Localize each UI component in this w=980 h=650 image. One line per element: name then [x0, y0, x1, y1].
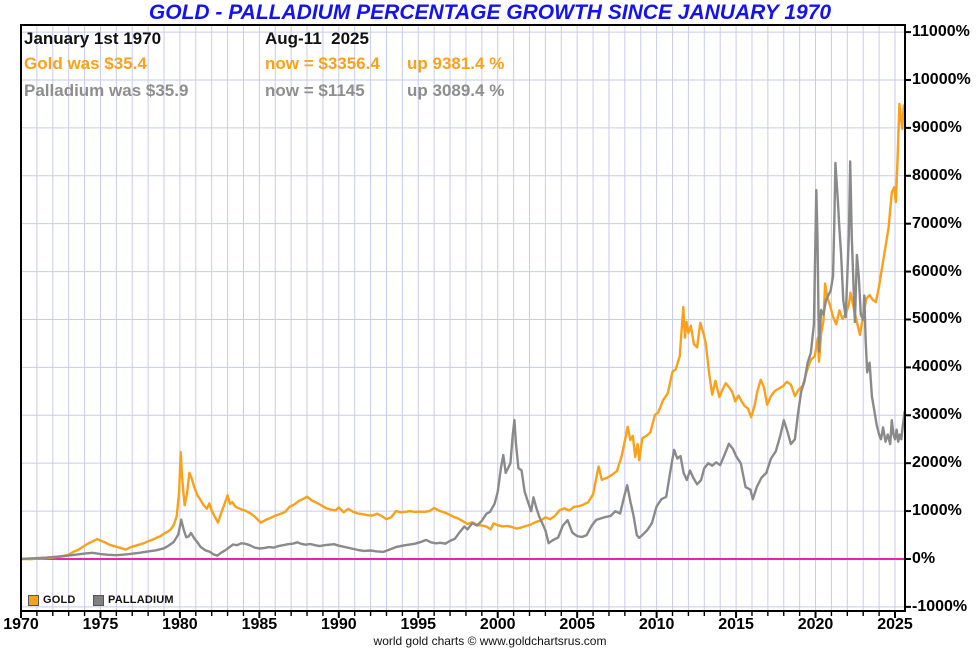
y-axis-tick-label: 11000%	[912, 23, 970, 41]
x-axis-tick-label: 2010	[638, 616, 675, 633]
annotation-palladium-up: up 3089.4 %	[407, 81, 505, 100]
annotation-gold-up: up 9381.4 %	[407, 54, 505, 73]
legend-item-gold: GOLD	[28, 595, 76, 606]
y-axis-tick-label: 4000%	[912, 358, 962, 376]
y-axis-tick-label: 10000%	[912, 70, 971, 88]
x-axis-tick-label: 2000	[479, 616, 516, 633]
x-axis-tick-label: 1980	[162, 616, 198, 633]
annotation-palladium-now: now = $1145	[265, 81, 365, 100]
x-axis-tick-label: 2005	[559, 616, 595, 633]
palladium-swatch-icon	[93, 595, 104, 606]
legend-item-palladium: PALLADIUM	[93, 595, 174, 606]
x-axis-tick-label: 1970	[3, 616, 39, 633]
x-axis-tick-label: 1995	[400, 616, 437, 633]
y-axis-tick-label: 3000%	[912, 406, 962, 424]
annotation-gold-start: Gold was $35.4	[24, 54, 147, 73]
annotation-end-date: Aug-11 2025	[265, 29, 369, 48]
chart-title: GOLD - PALLADIUM PERCENTAGE GROWTH SINCE…	[148, 1, 832, 24]
annotation-palladium-start: Palladium was $35.9	[24, 81, 189, 100]
y-axis-tick-label: 9000%	[912, 118, 962, 136]
copyright-footer: world gold charts © www.goldchartsrus.co…	[373, 634, 607, 648]
y-axis-tick-label: 0%	[912, 549, 936, 567]
x-axis-tick-label: 1975	[82, 616, 119, 633]
y-axis-tick-label: 8000%	[912, 166, 962, 184]
y-axis-tick-label: 2000%	[912, 454, 962, 472]
series-line-palladium	[20, 160, 906, 561]
series-line-gold	[20, 102, 906, 561]
y-axis-tick-label: -1000%	[912, 597, 968, 615]
x-axis-tick-label: 2025	[877, 616, 913, 633]
legend-label-gold: GOLD	[43, 594, 76, 606]
annotation-gold-now: now = $3356.4	[265, 54, 380, 73]
x-axis-tick-label: 1990	[321, 616, 357, 633]
legend-label-palladium: PALLADIUM	[108, 594, 174, 606]
y-axis-tick-label: 6000%	[912, 262, 962, 280]
x-axis-tick-label: 2020	[797, 616, 834, 633]
plot-frame	[20, 24, 906, 612]
y-axis-tick-label: 1000%	[912, 502, 962, 520]
y-axis-tick-label: 5000%	[912, 310, 962, 328]
gold-swatch-icon	[28, 595, 39, 606]
x-axis-tick-label: 1985	[241, 616, 278, 633]
y-axis-tick-label: 7000%	[912, 214, 962, 232]
annotation-start-date: January 1st 1970	[24, 29, 162, 48]
x-axis-tick-label: 2015	[718, 616, 754, 633]
